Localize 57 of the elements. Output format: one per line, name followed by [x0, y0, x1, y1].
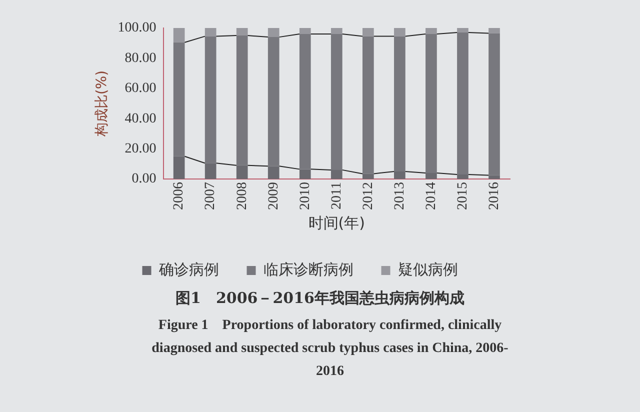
bar: [236, 36, 248, 166]
bar: [299, 28, 311, 34]
bar: [394, 171, 406, 179]
text: 图1 2006－2016年我国恙虫病病例构成: [174, 289, 466, 308]
legend-label: 疑似病例: [398, 260, 458, 278]
bar: [330, 170, 342, 179]
caption: Figure 1 Proportions of laboratory confirmed, clinically diagnosed and suspected scrub typhus cases in China, 2006-2016: [150, 317, 510, 381]
x-axis-title: 时间(年): [308, 214, 366, 232]
bar: [268, 28, 280, 38]
bar: [173, 156, 185, 179]
bar: [457, 174, 468, 179]
x-tick-label: 2015: [455, 182, 470, 210]
x-tick-label: 2009: [266, 182, 282, 210]
bar: [488, 28, 500, 34]
bar: [330, 28, 342, 34]
bar: [204, 28, 216, 36]
x-tick-label: 2007: [203, 182, 218, 210]
bar: [394, 36, 406, 172]
y-axis-title: 构成比(%): [94, 70, 110, 138]
legend-label: 临床诊断病例: [263, 260, 354, 278]
bar: [488, 33, 500, 176]
bar: [362, 174, 374, 179]
bar: [299, 169, 311, 179]
x-tick-label: 2008: [234, 182, 250, 210]
bar: [330, 34, 342, 170]
x-tick-label: 2012: [360, 182, 376, 210]
bar: [236, 165, 248, 179]
bar: [394, 28, 406, 36]
bar: [426, 34, 437, 173]
x-tick-label: 2011: [329, 182, 344, 210]
bar: [362, 36, 374, 174]
x-tick-label: 2016: [486, 182, 502, 210]
legend-label: 确诊病例: [158, 260, 219, 278]
bar: [173, 42, 185, 156]
bar: [173, 28, 185, 42]
bar: [488, 175, 500, 179]
bar: [457, 28, 468, 33]
bar: [268, 166, 280, 179]
y-tick-label: 0.00: [132, 172, 156, 187]
x-tick-label: 2010: [298, 182, 313, 210]
x-tick-label: 2014: [424, 182, 439, 210]
x-tick-label: 2013: [392, 182, 408, 210]
bar: [457, 32, 468, 174]
bar: [299, 34, 311, 170]
y-tick-label: 100.00: [118, 20, 156, 36]
y-tick-label: 80.00: [124, 50, 156, 66]
bar: [268, 37, 280, 166]
bar: [204, 36, 216, 164]
y-tick-label: 40.00: [124, 111, 156, 126]
x-tick-label: 2006: [172, 182, 187, 210]
y-tick-label: 20.00: [124, 141, 156, 156]
bar: [362, 28, 374, 36]
bar: [204, 163, 216, 179]
y-tick-label: 60.00: [124, 81, 156, 96]
bar: [426, 28, 437, 34]
bar: [426, 172, 437, 179]
bar: [236, 28, 248, 36]
